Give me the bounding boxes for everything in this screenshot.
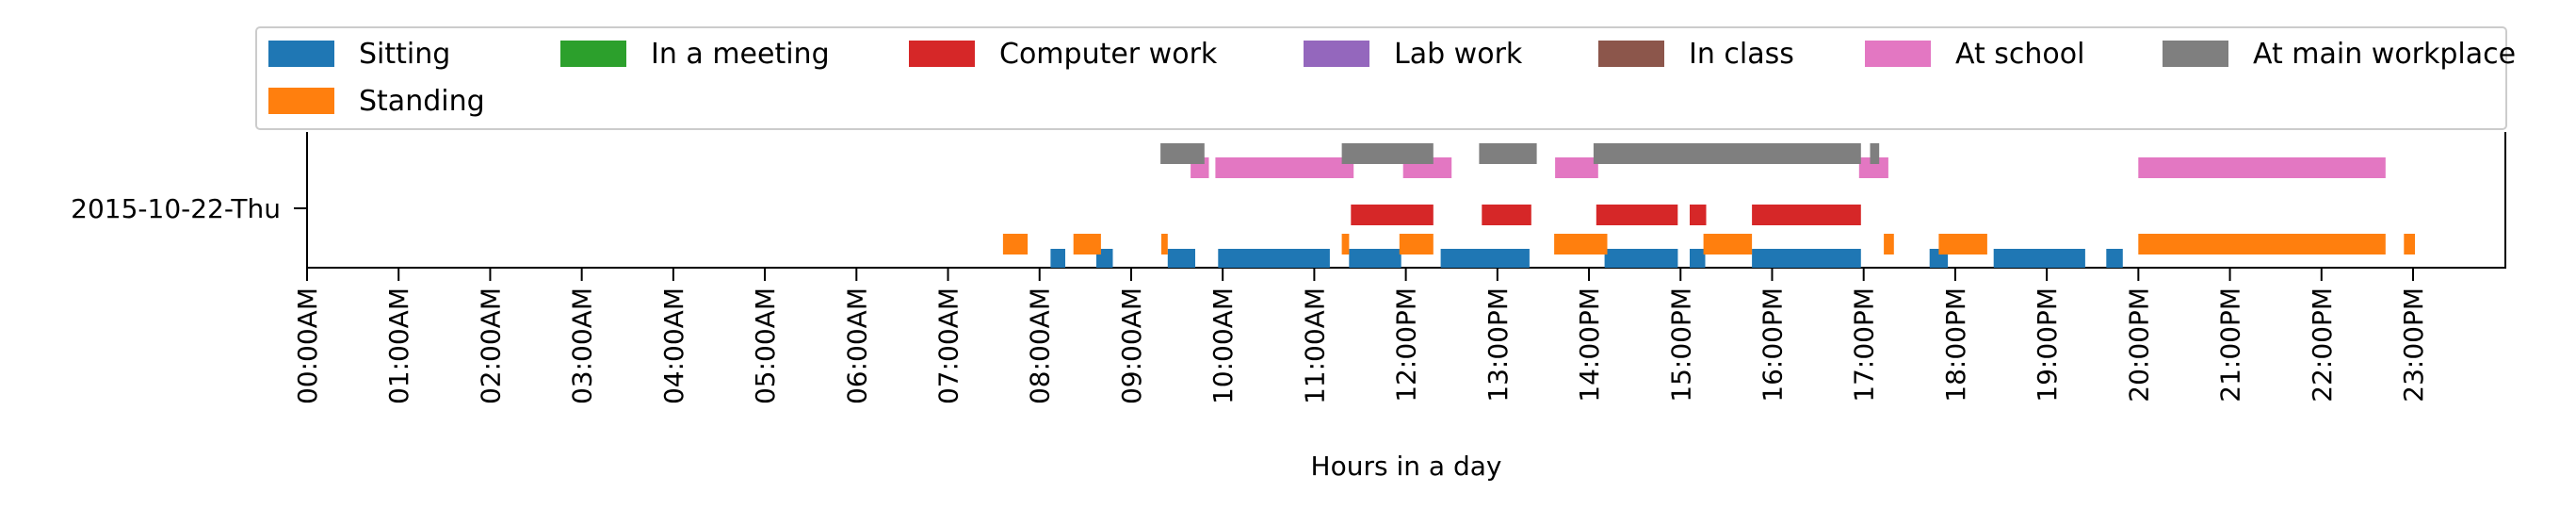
computer-work-bar: [1752, 205, 1861, 225]
sitting-bar: [1050, 249, 1065, 268]
sitting-bar: [1752, 249, 1861, 268]
at-school-bar: [1555, 157, 1598, 178]
x-tick-label: 18:00PM: [1940, 287, 1971, 402]
x-tick-label: 03:00AM: [567, 287, 598, 404]
x-tick-label: 12:00PM: [1391, 287, 1422, 402]
legend-label-at-main-workplace: At main workplace: [2253, 38, 2516, 71]
sitting-bar: [2106, 249, 2123, 268]
legend-box: [255, 26, 2507, 130]
at-school-bar: [1215, 157, 1354, 178]
computer-work-bar: [1482, 205, 1531, 225]
legend-swatch-at-main-workplace: [2163, 41, 2228, 67]
computer-work-bar: [1596, 205, 1678, 225]
standing-bar: [1002, 234, 1029, 254]
sitting-bar: [1690, 249, 1706, 268]
legend-label-lab-work: Lab work: [1394, 38, 1523, 71]
legend: Sitting Standing In a meeting Computer work…: [255, 26, 2516, 130]
sitting-bar: [1218, 249, 1330, 268]
standing-bar: [1884, 234, 1894, 254]
x-tick-label: 00:00AM: [292, 287, 323, 404]
legend-swatch-in-a-meeting: [560, 41, 626, 67]
at-main-workplace-bar: [1593, 143, 1861, 164]
x-tick-label: 05:00AM: [750, 287, 781, 404]
legend-swatch-in-class: [1598, 41, 1664, 67]
legend-label-standing: Standing: [359, 85, 485, 118]
legend-swatch-computer-work: [909, 41, 975, 67]
standing-bar: [2138, 234, 2386, 254]
sitting-bar: [1349, 249, 1401, 268]
at-school-bar: [2138, 157, 2386, 178]
x-tick-label: 13:00PM: [1482, 287, 1514, 402]
standing-bar: [1161, 234, 1168, 254]
x-tick-label: 23:00PM: [2398, 287, 2429, 402]
legend-label-at-school: At school: [1955, 38, 2084, 71]
standing-bar: [1703, 234, 1753, 254]
x-tick-label: 10:00AM: [1207, 287, 1239, 404]
sitting-bar: [1440, 249, 1530, 268]
at-main-workplace-bar: [1160, 143, 1205, 164]
standing-bar: [1399, 234, 1434, 254]
at-main-workplace-bar: [1341, 143, 1434, 164]
legend-swatch-standing: [268, 88, 334, 114]
x-tick-label: 14:00PM: [1574, 287, 1605, 402]
legend-swatch-at-school: [1865, 41, 1931, 67]
standing-bar: [1341, 234, 1350, 254]
legend-swatch-lab-work: [1304, 41, 1369, 67]
x-axis-label: Hours in a day: [1311, 451, 1502, 482]
computer-work-bar: [1351, 205, 1434, 225]
x-tick-label: 17:00PM: [1849, 287, 1880, 402]
x-tick-label: 21:00PM: [2215, 287, 2246, 402]
x-tick-label: 15:00PM: [1665, 287, 1696, 402]
x-tick-label: 01:00AM: [383, 287, 414, 404]
y-tick-label: 2015-10-22-Thu: [71, 193, 281, 224]
x-tick-label: 02:00AM: [475, 287, 506, 404]
x-tick-label: 07:00AM: [933, 287, 964, 404]
x-tick-label: 09:00AM: [1116, 287, 1147, 404]
standing-bar: [1554, 234, 1608, 254]
x-axis: 00:00AM 01:00AM 02:00AM 03:00AM 04:00AM 05:00…: [292, 268, 2429, 404]
sitting-bar: [1993, 249, 2085, 268]
legend-label-in-a-meeting: In a meeting: [651, 38, 830, 71]
standing-bar: [2404, 234, 2415, 254]
sitting-bar: [1604, 249, 1678, 268]
x-tick-label: 06:00AM: [841, 287, 872, 404]
x-tick-label: 04:00AM: [658, 287, 689, 404]
standing-bar: [1938, 234, 1987, 254]
sitting-bar: [1167, 249, 1195, 268]
y-axis: 2015-10-22-Thu: [71, 193, 307, 224]
at-main-workplace-bar: [1870, 143, 1880, 164]
legend-label-in-class: In class: [1689, 38, 1794, 71]
activity-bars: [1002, 143, 2415, 268]
x-tick-label: 16:00PM: [1758, 287, 1789, 402]
at-main-workplace-bar: [1479, 143, 1537, 164]
standing-bar: [1073, 234, 1101, 254]
legend-label-computer-work: Computer work: [999, 38, 1218, 71]
at-school-bar: [1858, 157, 1888, 178]
legend-swatch-sitting: [268, 41, 334, 67]
legend-label-sitting: Sitting: [359, 38, 450, 71]
x-tick-label: 20:00PM: [2123, 287, 2154, 402]
computer-work-bar: [1690, 205, 1707, 225]
x-tick-label: 08:00AM: [1025, 287, 1056, 404]
x-tick-label: 22:00PM: [2307, 287, 2338, 402]
x-tick-label: 11:00AM: [1299, 287, 1330, 404]
x-tick-label: 19:00PM: [2032, 287, 2063, 402]
